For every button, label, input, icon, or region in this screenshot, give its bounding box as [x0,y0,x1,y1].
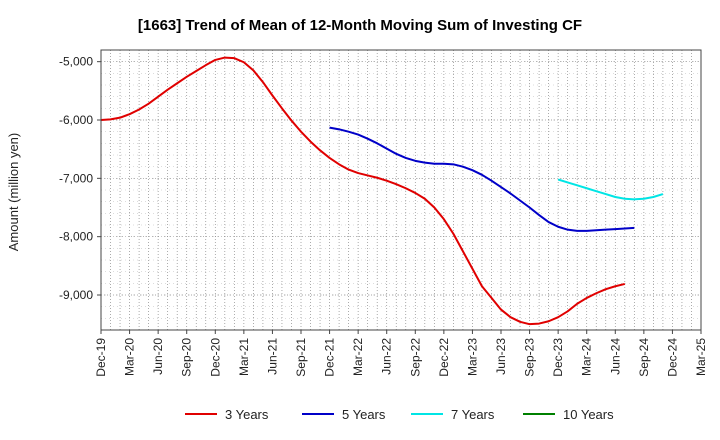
x-tick-label: Jun-21 [265,338,279,375]
y-tick-label: -8,000 [59,230,93,244]
x-tick-label: Jun-24 [608,338,622,375]
legend-label: 5 Years [342,407,386,422]
x-tick-label: Dec-21 [323,338,337,377]
x-tick-label: Mar-24 [580,338,594,376]
x-tick-label: Sep-23 [523,338,537,377]
x-tick-label: Jun-22 [380,338,394,375]
legend: 3 Years 5 Years 7 Years 10 Years [185,407,614,422]
legend-label: 3 Years [225,407,269,422]
x-axis-ticks: Dec-19 Mar-20 Jun-20 Sep-20 Dec-20 Mar-21 Jun-… [94,330,708,377]
x-tick-label: Mar-23 [465,338,479,376]
x-tick-label: Dec-19 [94,338,108,377]
legend-label: 7 Years [451,407,495,422]
series-line-3-years [100,56,626,326]
series-lines [100,56,664,326]
x-tick-label: Sep-24 [637,338,651,377]
x-tick-label: Dec-20 [208,338,222,377]
x-tick-label: Dec-23 [551,338,565,377]
x-tick-label: Sep-22 [408,338,422,377]
y-axis-ticks: -5,000 -6,000 -7,000 -8,000 -9,000 [59,55,101,302]
y-tick-label: -7,000 [59,171,93,185]
y-tick-label: -9,000 [59,288,93,302]
x-tick-label: Mar-21 [237,338,251,376]
x-tick-label: Mar-25 [694,338,708,376]
x-tick-label: Sep-21 [294,338,308,377]
series-line-7-years [557,178,664,201]
plot-area [100,49,702,331]
series-line-5-years [329,126,635,232]
legend-label: 10 Years [563,407,614,422]
gridlines [100,49,702,331]
x-tick-label: Mar-22 [351,338,365,376]
chart-title: [1663] Trend of Mean of 12-Month Moving … [138,17,582,34]
x-tick-label: Mar-20 [123,338,137,376]
x-tick-label: Dec-22 [437,338,451,377]
x-tick-label: Sep-20 [180,338,194,377]
x-tick-label: Jun-20 [151,338,165,375]
x-tick-label: Jun-23 [494,338,508,375]
y-tick-label: -5,000 [59,55,93,69]
x-tick-label: Dec-24 [665,338,679,377]
y-axis-label: Amount (million yen) [6,133,21,252]
y-tick-label: -6,000 [59,113,93,127]
